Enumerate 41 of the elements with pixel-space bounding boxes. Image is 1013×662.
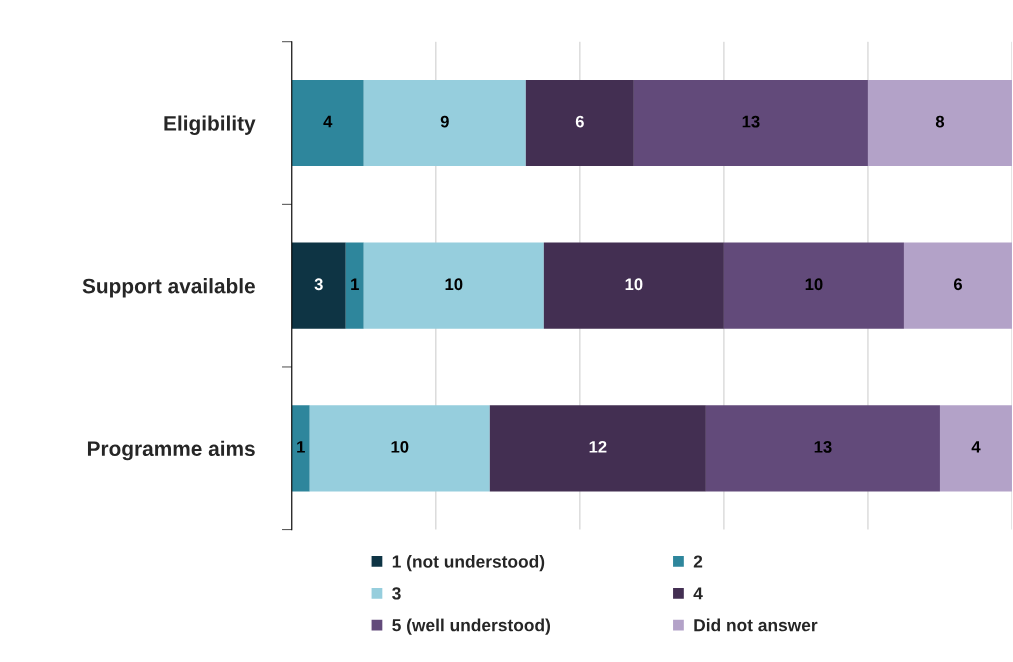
- bar: [291, 242, 346, 329]
- data-label: 8: [935, 115, 945, 128]
- data-label: 4: [971, 441, 981, 453]
- legend-label: 4: [693, 587, 703, 600]
- data-label: 4: [323, 115, 333, 128]
- bar: [723, 242, 904, 329]
- bar: [345, 242, 364, 329]
- bar: [543, 242, 724, 329]
- data-label: 3: [314, 278, 323, 291]
- legend-label: 3: [392, 587, 401, 600]
- bar: [939, 405, 1012, 492]
- data-label: 10: [391, 440, 409, 453]
- bar: [489, 405, 706, 492]
- y-tick-label: Support available: [82, 278, 255, 298]
- bar: [867, 79, 1012, 167]
- bar: [309, 405, 490, 492]
- y-tick-label: Eligibility: [164, 115, 256, 135]
- bar: [903, 242, 1012, 329]
- legend-label: 5 (well understood): [392, 618, 550, 635]
- data-label: 9: [440, 115, 449, 128]
- data-label: 13: [814, 440, 832, 453]
- bar: [705, 405, 940, 492]
- data-label: 1: [351, 278, 359, 290]
- legend-label: Did not answer: [694, 618, 818, 632]
- bar: [291, 79, 364, 167]
- bar: [525, 79, 634, 167]
- data-label: 13: [742, 115, 760, 128]
- data-label: 10: [445, 278, 463, 291]
- bar: [291, 405, 310, 492]
- legend-label: 2: [693, 555, 703, 568]
- data-label: 6: [575, 115, 584, 128]
- legend-label: 1 (not understood): [392, 554, 545, 572]
- y-tick-label: Programme aims: [87, 440, 255, 461]
- data-label: 10: [625, 278, 643, 291]
- data-label: 12: [589, 440, 607, 453]
- bar: [363, 79, 526, 167]
- data-label: 6: [953, 278, 962, 291]
- data-label: 10: [805, 278, 823, 291]
- data-label: 1: [297, 441, 305, 453]
- bar: [633, 79, 868, 167]
- bar: [363, 242, 544, 329]
